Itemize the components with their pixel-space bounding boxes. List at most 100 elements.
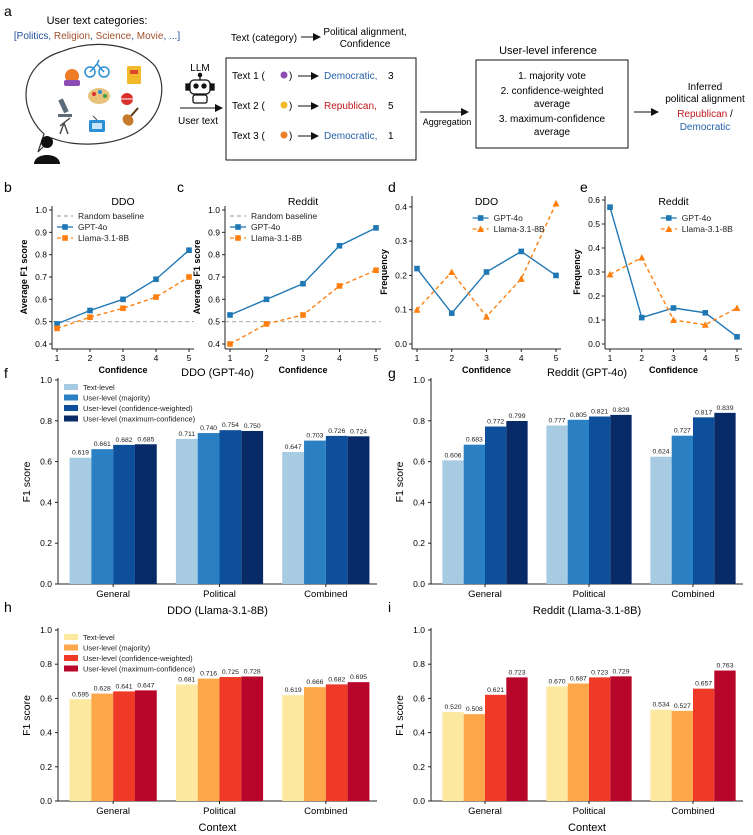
bar <box>347 682 370 801</box>
output-header-line: Political alignment, <box>323 27 406 38</box>
chart-h: h DDO (Llama-3.1-8B) 0.0 0.2 0.4 0.6 0.8 1.0 F1 … <box>4 599 377 834</box>
text-row-close: ) <box>289 71 292 82</box>
y-tick-label: 0.8 <box>413 416 425 426</box>
x-tick-label: 3 <box>121 353 126 363</box>
data-point <box>227 312 233 318</box>
y-tick-label: 1.0 <box>35 205 47 215</box>
legend-label: GPT-4o <box>251 222 281 232</box>
y-axis-label: F1 score <box>21 461 33 502</box>
data-point <box>336 283 343 289</box>
panel-letter: i <box>388 599 391 615</box>
bar-value-label: 0.723 <box>591 669 608 676</box>
x-tick-label: General <box>96 589 130 600</box>
legend-label: User-level (majority) <box>83 394 151 403</box>
categories-list: [Politics, Religion, Science, Movie, ...… <box>14 31 180 42</box>
bar-value-label: 0.729 <box>612 668 629 675</box>
guitar-icon <box>122 107 139 126</box>
data-point <box>87 314 93 320</box>
data-point <box>235 224 241 230</box>
text-row-confidence: 1 <box>388 131 394 142</box>
bicycle-icon <box>84 59 110 78</box>
input-header: Text (category) <box>231 33 297 44</box>
llm-label: LLM <box>190 63 209 74</box>
text-row-close: ) <box>289 101 292 112</box>
bar <box>69 699 92 801</box>
chart-title: DDO (Llama-3.1-8B) <box>167 605 268 617</box>
bar <box>650 456 672 584</box>
chart-c: c Reddit 0.4 0.5 0.6 0.7 0.8 0.9 1.0 1 2 3 4 5 Confide… <box>177 179 381 375</box>
chart-e: e Reddit 0.0 0.1 0.2 0.3 0.4 0.5 0.6 1 2 3 4 5 Confide… <box>572 179 742 375</box>
chart-f: f DDO (GPT-4o) 0.0 0.2 0.4 0.6 0.8 1.0 F1 score 0… <box>4 365 377 600</box>
y-axis-label: Frequency <box>379 249 389 295</box>
x-tick-label: 4 <box>519 353 524 363</box>
chart-d: d DDO 0.0 0.1 0.2 0.3 0.4 1 2 3 4 5 Confidence Freque… <box>379 179 561 375</box>
x-tick-label: Combined <box>304 589 347 600</box>
joystick-icon <box>64 69 80 86</box>
y-tick-label: 0.8 <box>40 659 52 669</box>
legend-label: Random baseline <box>251 211 317 221</box>
chart-title: Reddit <box>658 196 688 208</box>
data-point <box>227 341 233 347</box>
y-tick-label: 0.4 <box>208 339 220 349</box>
y-tick-label: 0.2 <box>395 270 407 280</box>
series-line <box>609 256 738 326</box>
y-tick-label: 0.4 <box>413 497 425 507</box>
chart-title: DDO (GPT-4o) <box>181 367 254 379</box>
text-rows: Text 1 () Democratic, 3 Text 2 () Republican… <box>232 71 394 142</box>
bar <box>91 693 114 801</box>
data-point <box>153 294 159 300</box>
bar <box>113 691 135 801</box>
category-item-1: Politics <box>17 31 49 42</box>
category-mini-icon <box>280 71 288 79</box>
bar-value-label: 0.534 <box>653 702 670 709</box>
output-header: Political alignment, Confidence <box>323 27 406 50</box>
bar-value-label: 0.661 <box>94 441 111 448</box>
bar <box>546 686 568 801</box>
bar-value-label: 0.682 <box>116 437 133 444</box>
category-item-2: , <box>48 31 54 42</box>
data-point <box>734 334 740 340</box>
category-item-8: , ...] <box>163 31 180 42</box>
legend-label: GPT-4o <box>78 222 108 232</box>
y-tick-label: 0.5 <box>35 317 47 327</box>
bar-value-label: 0.839 <box>716 405 733 412</box>
data-point <box>638 314 645 321</box>
bar <box>442 460 464 584</box>
x-tick-label: 1 <box>415 353 420 363</box>
x-tick-label: 3 <box>301 353 306 363</box>
bar-value-label: 0.740 <box>200 425 217 432</box>
series-line <box>416 203 557 318</box>
y-tick-label: 0.5 <box>588 219 600 229</box>
data-point <box>701 321 709 328</box>
bar-value-label: 0.628 <box>94 686 111 693</box>
bar <box>463 444 485 584</box>
data-point <box>517 275 525 282</box>
bar-value-label: 0.817 <box>695 409 712 416</box>
user-text-label: User text <box>178 116 218 127</box>
data-point <box>373 267 379 274</box>
data-point <box>670 316 677 323</box>
bar <box>589 416 611 584</box>
data-point <box>552 199 560 207</box>
data-point <box>606 270 614 278</box>
bar-value-label: 0.703 <box>306 433 323 440</box>
data-point <box>62 224 68 230</box>
bar-value-label: 0.527 <box>674 703 691 710</box>
bar <box>282 695 305 801</box>
x-axis-label: Context <box>568 822 606 834</box>
x-tick-label: General <box>468 806 502 817</box>
x-axis-label: Confidence <box>98 365 147 375</box>
x-tick-label: Combined <box>671 806 714 817</box>
y-tick-label: 0.4 <box>40 497 52 507</box>
panel-letter: c <box>177 179 184 195</box>
method-item: average <box>534 99 571 110</box>
bar-value-label: 0.724 <box>350 428 367 435</box>
inferred-result: Republican / <box>677 109 733 120</box>
data-point <box>448 268 456 275</box>
chart-title: Reddit (GPT-4o) <box>547 367 627 379</box>
y-tick-label: 0.8 <box>40 416 52 426</box>
bar-value-label: 0.728 <box>244 669 261 676</box>
text-row-party: Republican, <box>324 101 377 112</box>
bar <box>325 435 348 584</box>
text-row-label: Text 2 ( <box>232 101 265 112</box>
